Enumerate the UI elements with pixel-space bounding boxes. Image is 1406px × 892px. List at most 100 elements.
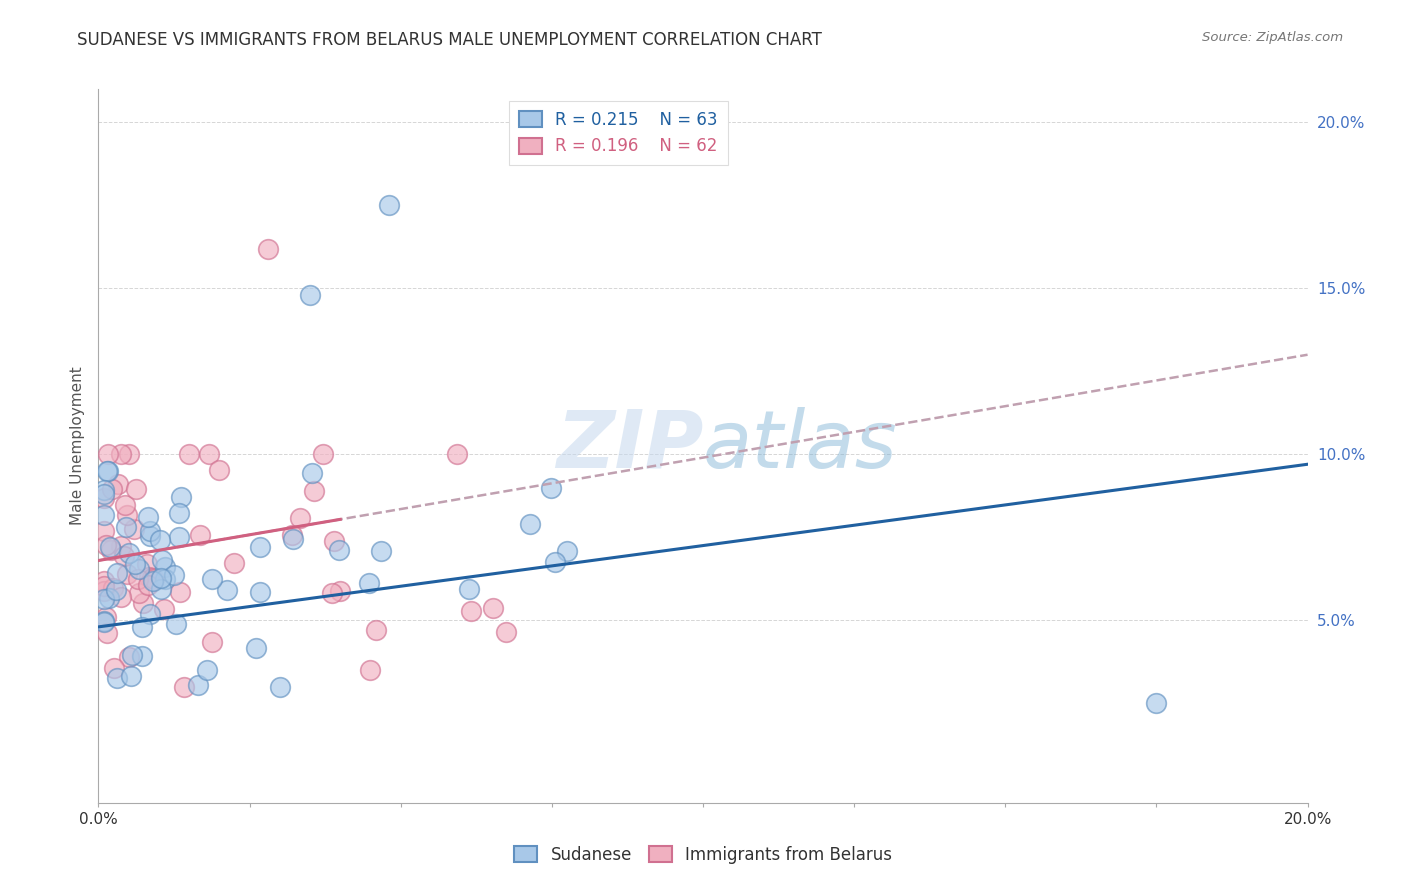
- Point: [163, 568, 186, 582]
- Point: [93, 508, 115, 522]
- Point: [93, 615, 115, 629]
- Point: [120, 669, 142, 683]
- Point: [118, 447, 141, 461]
- Point: [187, 678, 209, 692]
- Point: [94, 538, 117, 552]
- Point: [201, 572, 224, 586]
- Text: ZIP: ZIP: [555, 407, 703, 485]
- Point: [304, 484, 326, 499]
- Point: [93, 486, 115, 500]
- Point: [96, 464, 118, 478]
- Point: [245, 641, 267, 656]
- Point: [329, 583, 352, 598]
- Point: [93, 591, 115, 606]
- Point: [540, 481, 562, 495]
- Point: [482, 601, 505, 615]
- Point: [138, 607, 160, 621]
- Point: [188, 528, 211, 542]
- Point: [93, 614, 115, 628]
- Point: [249, 584, 271, 599]
- Point: [323, 533, 346, 548]
- Point: [118, 650, 141, 665]
- Point: [153, 602, 176, 616]
- Point: [544, 555, 567, 569]
- Point: [281, 528, 304, 542]
- Point: [446, 447, 468, 461]
- Point: [93, 491, 115, 506]
- Point: [138, 570, 160, 584]
- Point: [197, 663, 219, 677]
- Point: [167, 506, 190, 520]
- Point: [1144, 696, 1167, 710]
- Point: [138, 578, 160, 592]
- Point: [98, 591, 121, 606]
- Point: [131, 648, 153, 663]
- Point: [93, 579, 115, 593]
- Legend: R = 0.215    N = 63, R = 0.196    N = 62: R = 0.215 N = 63, R = 0.196 N = 62: [509, 101, 728, 165]
- Point: [519, 516, 541, 531]
- Point: [105, 671, 128, 685]
- Point: [201, 635, 224, 649]
- Point: [142, 572, 165, 586]
- Point: [118, 545, 141, 559]
- Point: [94, 610, 117, 624]
- Point: [321, 586, 343, 600]
- Point: [115, 508, 138, 522]
- Point: [124, 557, 146, 571]
- Point: [93, 483, 115, 497]
- Point: [328, 542, 350, 557]
- Point: [141, 571, 163, 585]
- Text: SUDANESE VS IMMIGRANTS FROM BELARUS MALE UNEMPLOYMENT CORRELATION CHART: SUDANESE VS IMMIGRANTS FROM BELARUS MALE…: [77, 31, 823, 49]
- Point: [103, 661, 125, 675]
- Point: [170, 491, 193, 505]
- Point: [215, 583, 238, 598]
- Point: [107, 476, 129, 491]
- Point: [142, 574, 165, 589]
- Point: [495, 624, 517, 639]
- Point: [127, 572, 149, 586]
- Point: [122, 522, 145, 536]
- Point: [153, 572, 176, 586]
- Point: [281, 532, 304, 546]
- Point: [101, 582, 124, 596]
- Y-axis label: Male Unemployment: Male Unemployment: [69, 367, 84, 525]
- Point: [288, 511, 311, 525]
- Point: [150, 570, 173, 584]
- Point: [107, 566, 129, 581]
- Point: [124, 482, 146, 496]
- Point: [93, 583, 115, 598]
- Point: [149, 582, 172, 597]
- Point: [249, 541, 271, 555]
- Point: [115, 520, 138, 534]
- Point: [357, 576, 380, 591]
- Point: [97, 464, 120, 478]
- Point: [93, 524, 115, 538]
- Point: [269, 680, 291, 694]
- Point: [173, 680, 195, 694]
- Point: [312, 447, 335, 461]
- Point: [458, 582, 481, 596]
- Legend: Sudanese, Immigrants from Belarus: Sudanese, Immigrants from Belarus: [508, 839, 898, 871]
- Point: [96, 626, 118, 640]
- Point: [301, 466, 323, 480]
- Point: [150, 553, 173, 567]
- Point: [370, 544, 392, 558]
- Point: [366, 624, 388, 638]
- Point: [555, 543, 578, 558]
- Point: [114, 498, 136, 512]
- Point: [115, 566, 138, 581]
- Point: [167, 530, 190, 544]
- Point: [93, 574, 115, 589]
- Point: [155, 559, 177, 574]
- Point: [128, 562, 150, 576]
- Text: Source: ZipAtlas.com: Source: ZipAtlas.com: [1202, 31, 1343, 45]
- Point: [138, 529, 160, 543]
- Point: [377, 198, 399, 212]
- Point: [131, 620, 153, 634]
- Point: [136, 557, 159, 571]
- Point: [139, 524, 162, 539]
- Point: [360, 663, 382, 677]
- Point: [104, 582, 127, 597]
- Point: [110, 447, 132, 461]
- Point: [128, 585, 150, 599]
